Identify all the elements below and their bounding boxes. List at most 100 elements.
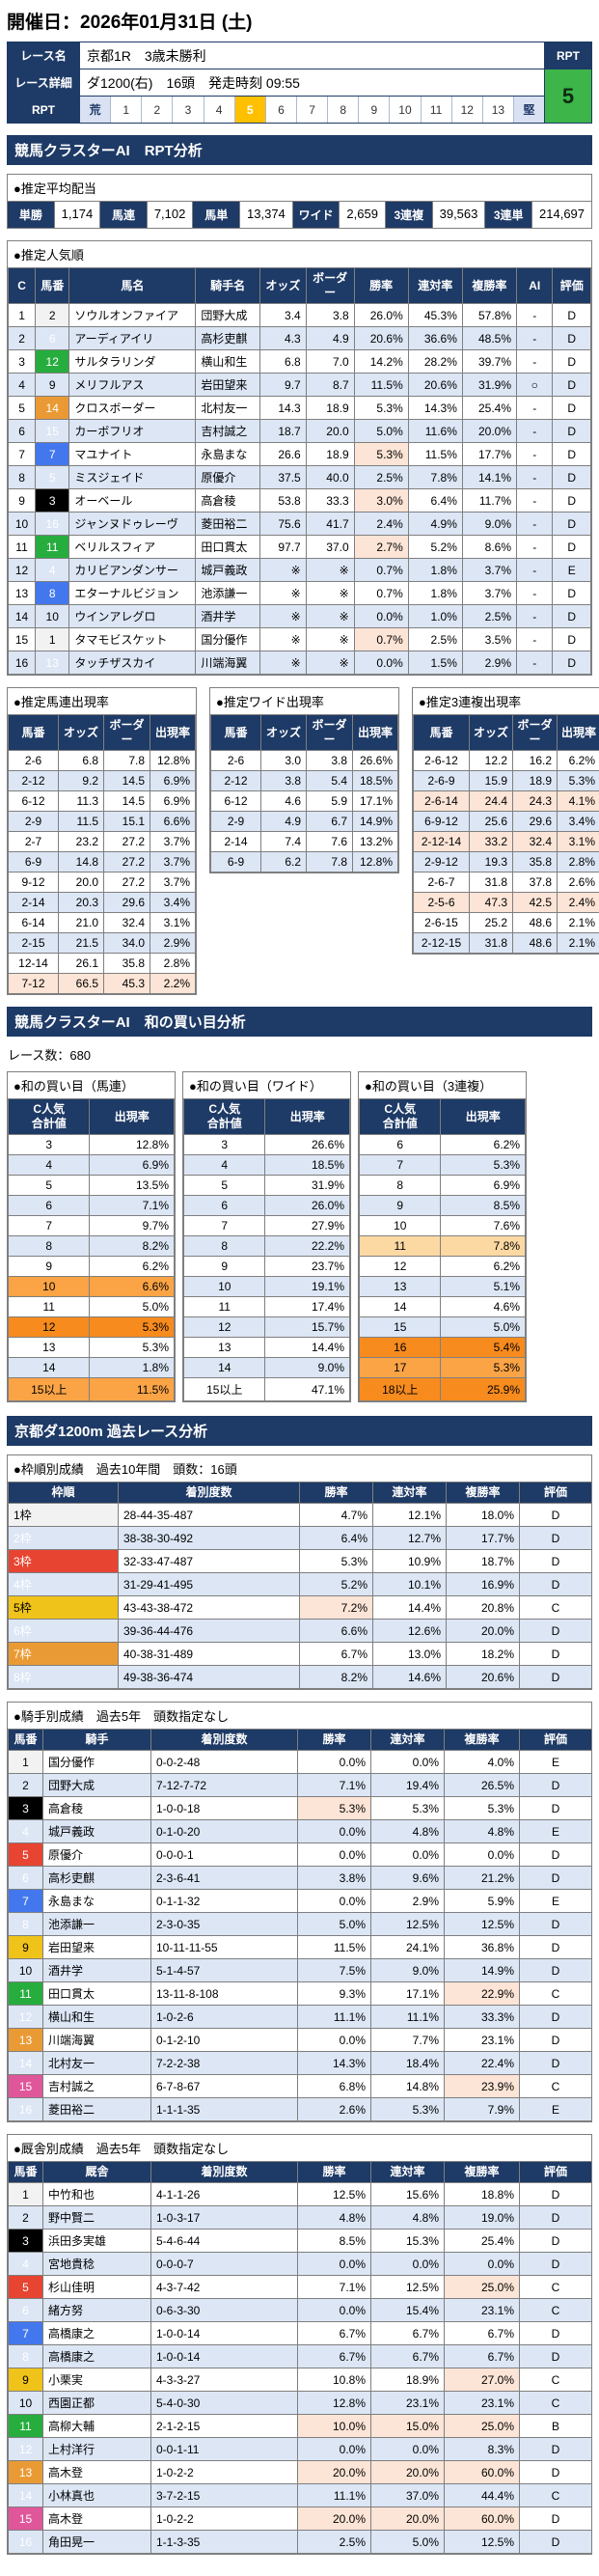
finish-record: 43-43-38-472 — [119, 1596, 300, 1620]
evaluation: D — [553, 327, 591, 350]
odds: 9.7 — [259, 374, 306, 397]
win-rate: 6.7% — [300, 1643, 373, 1666]
odds: 33.2 — [470, 832, 513, 852]
jockey-name: 高杉吏麒 — [196, 327, 260, 350]
odds: 66.5 — [59, 974, 104, 994]
border: 45.3 — [104, 974, 150, 994]
frame-number: 7枠 — [9, 1643, 119, 1666]
c-popularity-sum: 8 — [360, 1176, 441, 1196]
frame-number: 4枠 — [9, 1573, 119, 1596]
evaluation: D — [520, 2006, 592, 2029]
show-rate: 60.0% — [445, 2507, 520, 2531]
show-rate: 48.5% — [462, 327, 516, 350]
border: 32.4 — [104, 913, 150, 933]
ai-mark: - — [517, 536, 553, 559]
popularity-rank: 2 — [9, 327, 36, 350]
column-header: ボーダー — [307, 715, 353, 751]
show-rate: 11.7% — [462, 489, 516, 512]
rpt-scale-cell-11: 11 — [421, 97, 451, 123]
finish-record: 0-0-1-11 — [151, 2438, 298, 2461]
column-header: 評価 — [520, 1482, 592, 1504]
wa-sanrenpuku-header-row: C人気 合計値出現率 — [360, 1099, 526, 1135]
show-rate: 21.2% — [445, 1867, 520, 1890]
jockey-name: 高倉稜 — [196, 489, 260, 512]
quinella-rate: 10.9% — [373, 1550, 447, 1573]
evaluation: D — [520, 2531, 592, 2554]
appearance-rate: 5.3% — [90, 1317, 175, 1338]
appearance-rate: 3.7% — [150, 832, 196, 852]
finish-record: 6-7-8-67 — [151, 2075, 298, 2098]
stable-name: 高木登 — [43, 2461, 151, 2484]
finish-record: 1-1-3-35 — [151, 2531, 298, 2554]
border: 35.8 — [513, 852, 558, 873]
horse-number: 4 — [9, 2253, 43, 2276]
jockey-results-header-row: 馬番騎手着別度数勝率連対率複勝率評価 — [9, 1730, 592, 1751]
win-rate: 5.2% — [300, 1573, 373, 1596]
c-popularity-sum: 5 — [184, 1176, 265, 1196]
quinella-rate: 18.9% — [371, 2368, 445, 2392]
c-popularity-sum: 14 — [184, 1358, 265, 1378]
odds: 4.3 — [259, 327, 306, 350]
combination: 2-6 — [9, 751, 59, 771]
horse-number: 8 — [9, 2345, 43, 2368]
show-rate: 12.5% — [445, 1913, 520, 1936]
evaluation: D — [520, 1867, 592, 1890]
appearance-rate: 3.7% — [150, 873, 196, 893]
quinella-rate: 6.4% — [408, 489, 462, 512]
c-popularity-sum: 5 — [9, 1176, 90, 1196]
horse-number: 2 — [9, 1774, 43, 1797]
column-header: C人気 合計値 — [360, 1099, 441, 1135]
jockey-name: 横山和生 — [196, 350, 260, 374]
border: 41.7 — [306, 512, 354, 536]
horse-number: 1 — [9, 2183, 43, 2206]
appearance-rate: 31.9% — [265, 1176, 350, 1196]
combination: 2-15 — [9, 933, 59, 954]
horse-number: 6 — [9, 2299, 43, 2322]
show-rate: 60.0% — [445, 2461, 520, 2484]
win-rate: 7.1% — [298, 2276, 371, 2299]
evaluation: B — [520, 2415, 592, 2438]
c-popularity-sum: 12 — [184, 1317, 265, 1338]
border: 40.0 — [306, 466, 354, 489]
combination: 2-6-12 — [414, 751, 470, 771]
win-rate: 11.1% — [298, 2484, 371, 2507]
payout-value: 2,659 — [339, 202, 386, 228]
show-rate: 23.1% — [445, 2392, 520, 2415]
quinella-rate: 5.3% — [371, 1797, 445, 1820]
win-rate: 9.3% — [298, 1982, 371, 2006]
odds: 11.5 — [59, 812, 104, 832]
evaluation: D — [553, 489, 591, 512]
jockey-name: 横山和生 — [43, 2006, 151, 2029]
combination: 2-12 — [211, 771, 261, 791]
quinella-rate: 20.0% — [371, 2461, 445, 2484]
c-popularity-sum: 14 — [9, 1358, 90, 1378]
c-popularity-sum: 10 — [360, 1216, 441, 1236]
odds: 14.3 — [259, 397, 306, 420]
appearance-rate: 17.4% — [265, 1297, 350, 1317]
appearance-rate: 5.3% — [441, 1358, 526, 1378]
show-rate: 27.0% — [445, 2368, 520, 2392]
ai-mark: - — [517, 304, 553, 327]
wa-umaren-title: ●和の買い目（馬連） — [8, 1072, 175, 1098]
border: 35.8 — [104, 954, 150, 974]
evaluation: D — [553, 374, 591, 397]
ai-mark: - — [517, 466, 553, 489]
appearance-rate: 19.1% — [265, 1277, 350, 1297]
